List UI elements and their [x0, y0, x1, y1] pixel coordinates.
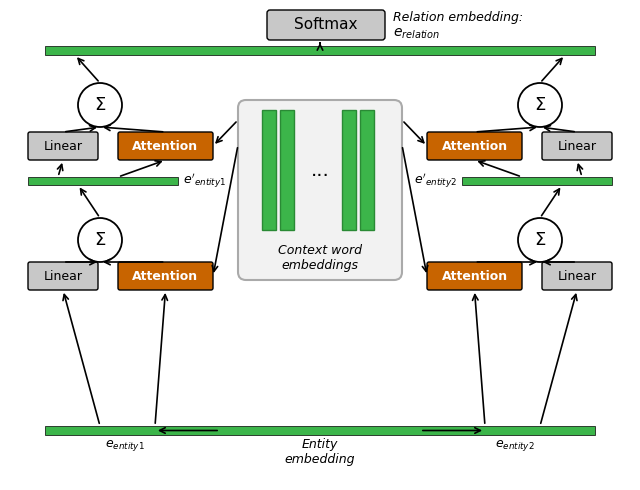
FancyBboxPatch shape	[427, 262, 522, 290]
Text: Softmax: Softmax	[294, 18, 358, 32]
FancyBboxPatch shape	[118, 132, 213, 160]
Text: $e_{entity1}$: $e_{entity1}$	[105, 438, 145, 453]
Text: $e_{entity2}$: $e_{entity2}$	[495, 438, 535, 453]
Circle shape	[78, 218, 122, 262]
FancyBboxPatch shape	[427, 132, 522, 160]
Circle shape	[78, 83, 122, 127]
Text: Attention: Attention	[132, 140, 198, 152]
FancyBboxPatch shape	[238, 100, 402, 280]
Bar	[360, 110, 374, 230]
Text: $\Sigma$: $\Sigma$	[94, 96, 106, 114]
Bar	[462, 177, 612, 185]
FancyBboxPatch shape	[542, 132, 612, 160]
Text: Relation embedding:: Relation embedding:	[393, 11, 523, 24]
Text: Linear: Linear	[557, 270, 596, 283]
Bar	[342, 110, 356, 230]
Bar	[262, 110, 276, 230]
Circle shape	[518, 218, 562, 262]
Text: Context word
embeddings: Context word embeddings	[278, 244, 362, 272]
Text: Linear: Linear	[44, 270, 83, 283]
Text: Attention: Attention	[442, 270, 508, 283]
Circle shape	[518, 83, 562, 127]
Bar	[45, 426, 595, 435]
FancyBboxPatch shape	[118, 262, 213, 290]
FancyBboxPatch shape	[28, 262, 98, 290]
Bar	[28, 177, 178, 185]
Text: ...: ...	[310, 161, 330, 179]
Text: Linear: Linear	[44, 140, 83, 152]
Bar	[45, 46, 595, 55]
Text: $\Sigma$: $\Sigma$	[94, 231, 106, 249]
Text: $e_{relation}$: $e_{relation}$	[393, 27, 440, 41]
Text: $\Sigma$: $\Sigma$	[534, 96, 546, 114]
Text: $e'_{entity2}$: $e'_{entity2}$	[414, 172, 457, 190]
FancyBboxPatch shape	[28, 132, 98, 160]
Text: Entity
embedding: Entity embedding	[285, 438, 355, 466]
Text: Attention: Attention	[132, 270, 198, 283]
Text: $e'_{entity1}$: $e'_{entity1}$	[183, 172, 227, 190]
FancyBboxPatch shape	[267, 10, 385, 40]
Bar	[280, 110, 294, 230]
FancyBboxPatch shape	[542, 262, 612, 290]
Text: Linear: Linear	[557, 140, 596, 152]
Text: $\Sigma$: $\Sigma$	[534, 231, 546, 249]
Text: Attention: Attention	[442, 140, 508, 152]
